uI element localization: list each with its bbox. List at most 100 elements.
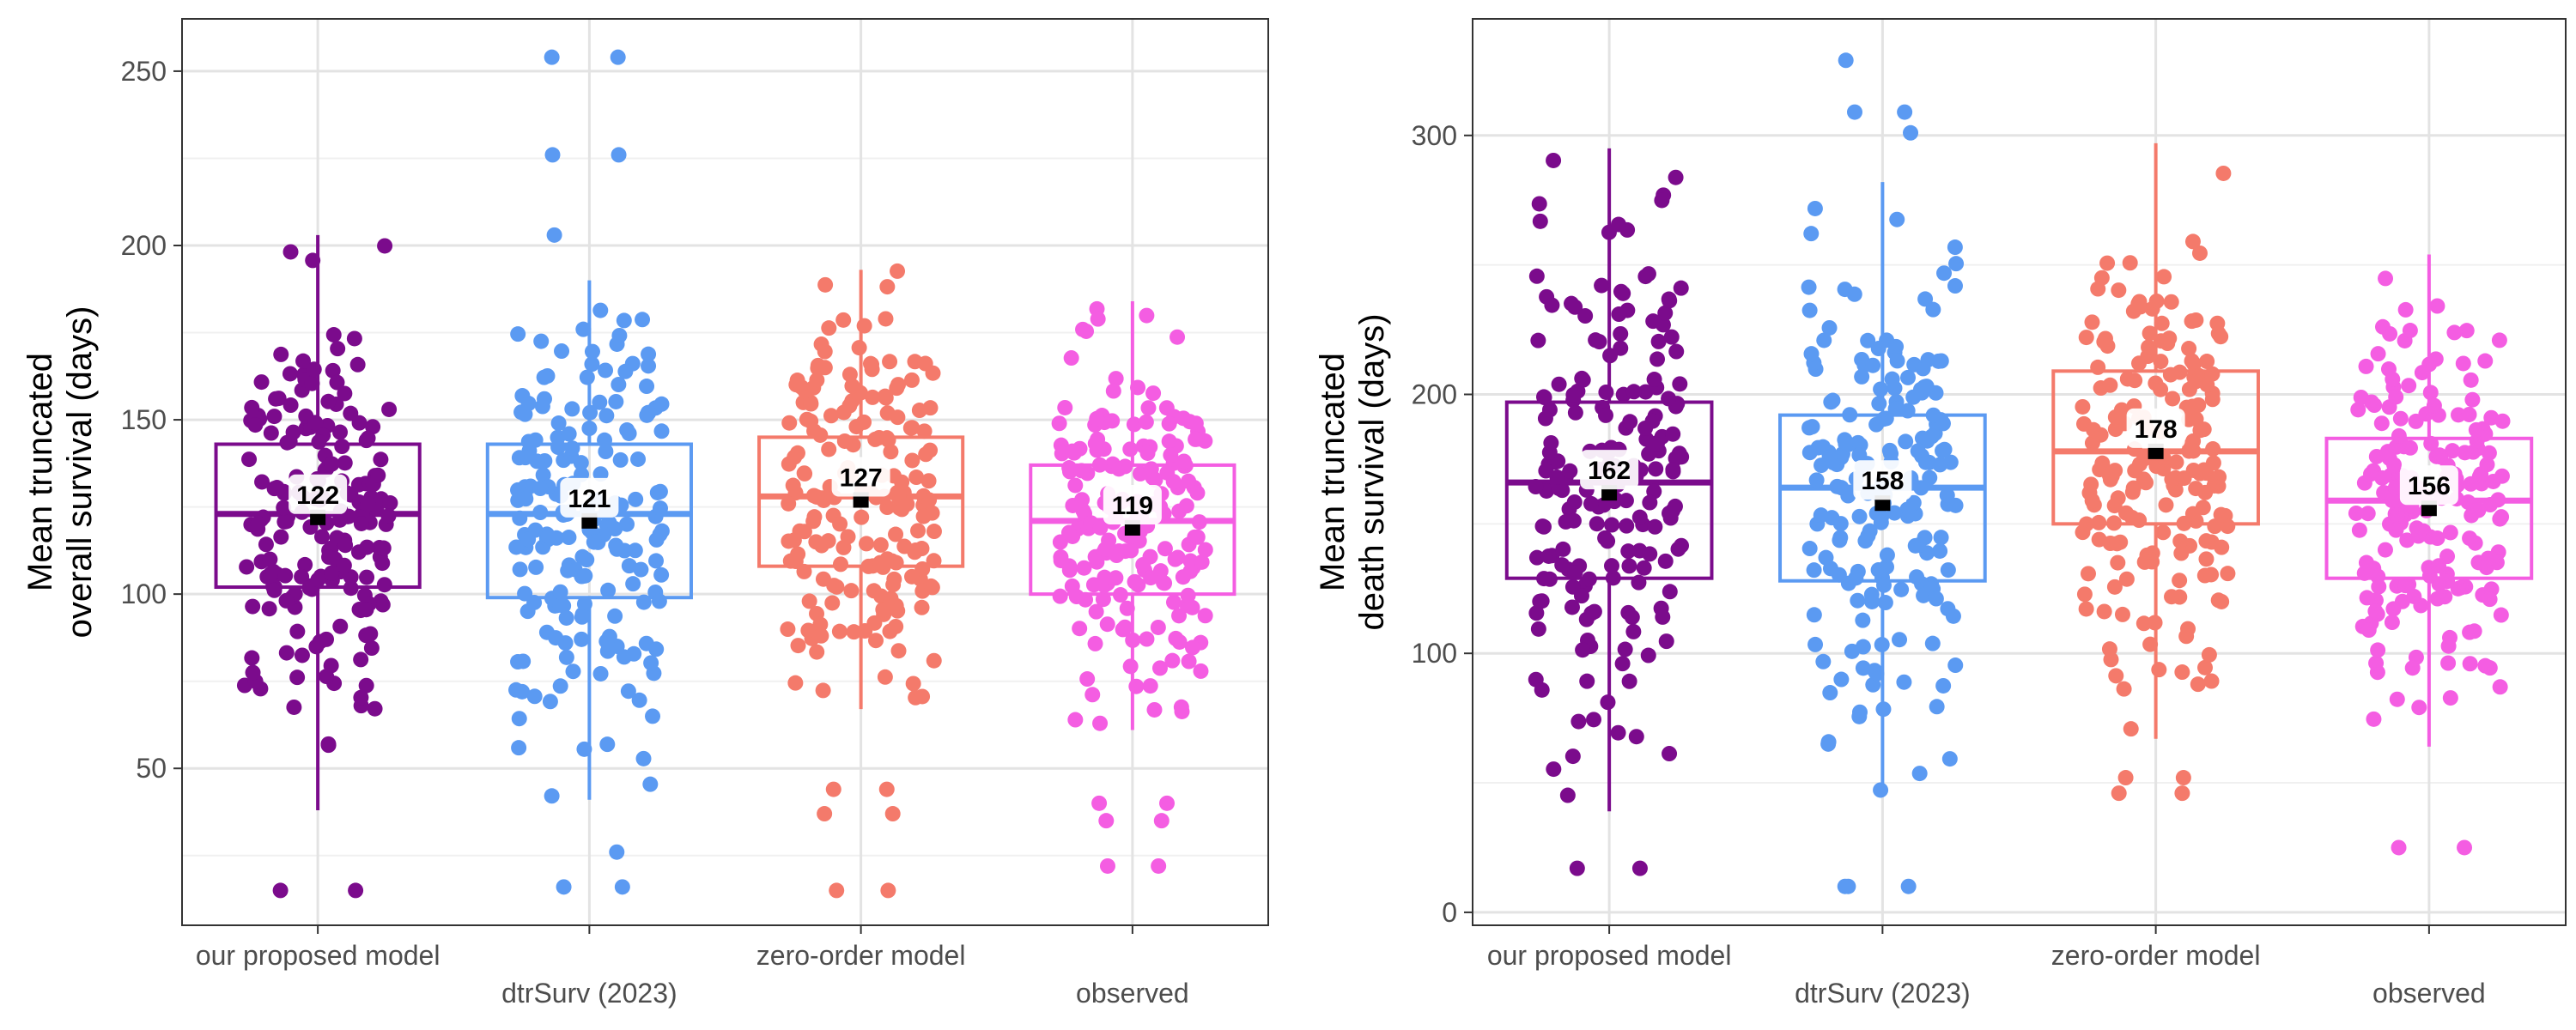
data-point <box>1166 594 1182 610</box>
data-point <box>801 593 817 609</box>
data-point <box>374 597 391 613</box>
data-point <box>289 623 306 639</box>
y-axis-title-line: Mean truncated <box>21 353 59 591</box>
data-point <box>1170 329 1186 345</box>
data-point <box>239 559 255 575</box>
y-axis-title-line: Mean truncated <box>1314 353 1352 591</box>
data-point <box>1115 621 1131 638</box>
data-point <box>1806 607 1822 623</box>
data-point <box>2176 470 2192 487</box>
data-point <box>1611 216 1627 233</box>
data-point <box>1072 621 1088 637</box>
data-point <box>653 396 670 412</box>
data-point <box>805 488 822 504</box>
data-point <box>1535 389 1552 405</box>
data-point <box>1111 461 1127 477</box>
data-point <box>872 554 889 571</box>
data-point <box>554 343 570 360</box>
data-point <box>2075 398 2091 415</box>
data-point <box>2204 366 2221 382</box>
data-point <box>1870 341 1886 357</box>
data-point <box>908 470 925 486</box>
data-point <box>2165 391 2181 407</box>
outlier-point <box>556 879 572 895</box>
data-point <box>360 430 376 446</box>
data-point <box>2075 415 2092 432</box>
data-point <box>1559 787 1576 803</box>
data-point <box>2080 566 2096 582</box>
data-point <box>1851 708 1868 724</box>
data-point <box>2099 338 2116 354</box>
data-point <box>860 558 877 574</box>
data-point <box>262 551 278 567</box>
data-point <box>1846 286 1862 302</box>
x-tick-label: zero-order model <box>756 940 966 971</box>
data-point <box>2432 447 2448 464</box>
data-point <box>821 441 837 457</box>
data-point <box>1941 751 1958 767</box>
data-point <box>1555 541 1571 557</box>
data-point <box>1925 407 1941 423</box>
data-point <box>579 552 595 568</box>
data-point <box>1873 782 1889 798</box>
x-tick-label: our proposed model <box>196 940 440 971</box>
outlier-point <box>2174 785 2190 802</box>
mean-label-background <box>560 477 619 518</box>
data-point <box>1191 514 1207 530</box>
data-point <box>1193 663 1209 679</box>
data-point <box>2458 323 2475 339</box>
data-point <box>1603 558 1619 574</box>
data-point <box>903 372 920 388</box>
data-point <box>2174 664 2190 681</box>
data-point <box>360 496 376 512</box>
outlier-point <box>272 882 289 899</box>
data-point <box>584 356 600 373</box>
data-point <box>1089 410 1105 427</box>
data-point <box>324 456 340 472</box>
data-point <box>2481 445 2497 461</box>
data-point <box>560 562 576 579</box>
data-point <box>2439 573 2456 590</box>
data-point <box>611 327 628 343</box>
data-point <box>536 369 552 385</box>
data-point <box>619 516 635 532</box>
data-point <box>325 327 342 343</box>
data-point <box>2162 367 2178 383</box>
data-point <box>635 594 652 610</box>
data-point <box>1620 543 1637 560</box>
data-point <box>1538 463 1554 479</box>
data-point <box>1598 384 1614 400</box>
data-point <box>2109 536 2125 552</box>
data-point <box>2464 391 2481 408</box>
data-point <box>1566 494 1583 510</box>
data-point <box>2463 372 2479 388</box>
outlier-point <box>829 882 845 899</box>
data-point <box>599 736 616 753</box>
data-point <box>641 358 657 374</box>
data-point <box>1821 449 1838 465</box>
data-point <box>2450 580 2466 597</box>
data-point <box>336 557 352 573</box>
data-point <box>1625 623 1642 639</box>
data-point <box>915 508 932 524</box>
data-point <box>532 505 549 521</box>
data-point <box>1095 591 1111 608</box>
data-point <box>1567 299 1583 315</box>
data-point <box>2397 578 2414 594</box>
data-point <box>286 699 302 715</box>
data-point <box>358 627 374 644</box>
data-point <box>2158 497 2174 513</box>
data-point <box>2136 615 2152 632</box>
data-point <box>645 708 661 724</box>
outlier-point <box>2117 770 2134 786</box>
data-point <box>1613 283 1629 300</box>
data-point <box>1531 196 1547 212</box>
data-point <box>1917 291 1934 307</box>
data-point <box>2209 315 2226 331</box>
data-point <box>330 341 346 357</box>
data-point <box>1088 603 1104 620</box>
data-point <box>1910 443 1926 459</box>
data-point <box>1571 713 1587 730</box>
data-point <box>835 312 852 328</box>
mean-label-background <box>1580 450 1639 490</box>
